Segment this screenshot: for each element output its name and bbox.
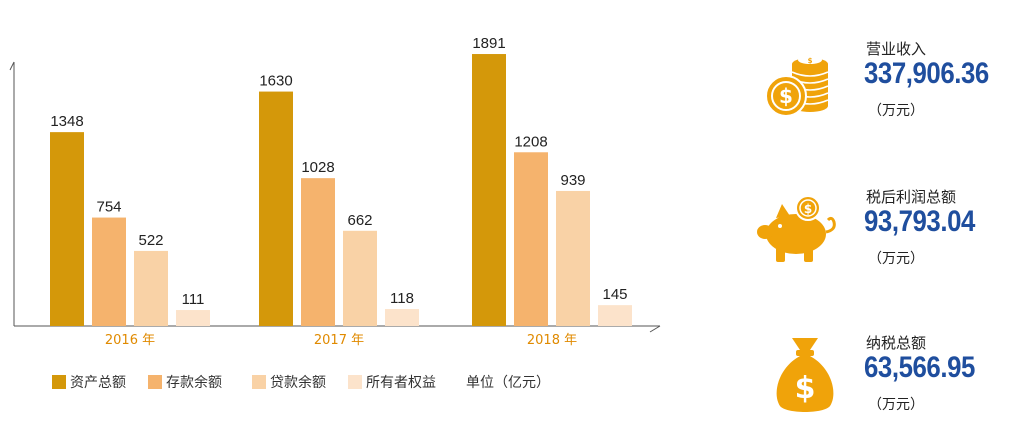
bar <box>134 250 168 326</box>
money-bag-icon: $ <box>776 338 834 412</box>
kpi-value: 63,566.95 <box>864 351 975 384</box>
data-label: 1348 <box>50 113 83 130</box>
unit-label: 单位（亿元） <box>466 375 550 391</box>
legend-label: 存款余额 <box>166 375 222 391</box>
category-label: 2017 年 <box>314 333 364 348</box>
chart-legend: 资产总额 存款余额 贷款余额 所有者权益 单位（亿元） <box>52 372 550 392</box>
kpi-value: 93,793.04 <box>864 205 975 238</box>
category-label: 2016 年 <box>105 333 155 348</box>
data-label: 1028 <box>301 159 334 176</box>
bar-chart: 1348 754 522 111 2016 年 1630 1028 662 118 2017 年 1… <box>9 35 661 348</box>
data-label: 1891 <box>472 35 505 52</box>
data-label: 522 <box>138 232 163 249</box>
coins-icon: $ $ <box>765 56 829 117</box>
bar <box>385 309 419 326</box>
bar <box>50 132 84 326</box>
legend-swatch <box>148 375 162 389</box>
data-label: 118 <box>390 290 414 307</box>
kpi-label: 纳税总额 <box>866 334 927 352</box>
kpi-unit: （万元） <box>868 397 924 413</box>
kpi-tax: $ 纳税总额 63,566.95 （万元） <box>758 332 1027 442</box>
legend-swatch <box>52 375 66 389</box>
data-label: 939 <box>560 172 585 189</box>
bar <box>472 54 506 327</box>
bar <box>259 91 293 327</box>
legend-item-deposits: 存款余额 <box>148 372 222 392</box>
kpi-profit: $ 税后利润总额 93,793.04 （万元） <box>757 186 1027 296</box>
kpi-label: 营业收入 <box>866 40 927 58</box>
bar <box>176 310 210 326</box>
svg-text:$: $ <box>808 57 813 65</box>
svg-text:$: $ <box>804 202 812 216</box>
kpi-value: 337,906.36 <box>864 57 989 90</box>
legend-swatch <box>252 375 266 389</box>
category-label: 2018 年 <box>527 333 577 348</box>
data-label: 111 <box>182 291 205 308</box>
kpi-revenue: $ $ 营业收入 337,906.36 （万元） <box>758 38 1027 148</box>
svg-text:$: $ <box>779 84 793 108</box>
data-label: 1630 <box>259 73 292 90</box>
x-axis-arrow <box>649 325 661 333</box>
data-label: 145 <box>602 286 627 303</box>
legend-label: 贷款余额 <box>270 375 326 391</box>
y-axis-arrow <box>9 61 15 71</box>
legend-label: 所有者权益 <box>366 375 436 391</box>
bar <box>301 178 335 326</box>
data-label: 1208 <box>514 133 547 150</box>
legend-item-loans: 贷款余额 <box>244 372 326 392</box>
kpi-unit: （万元） <box>868 251 924 267</box>
bar <box>598 305 632 326</box>
legend-swatch <box>348 375 362 389</box>
piggy-bank-icon: $ <box>757 195 836 262</box>
bar <box>92 217 126 326</box>
kpi-label: 税后利润总额 <box>866 188 957 206</box>
data-label: 754 <box>96 199 121 216</box>
svg-text:$: $ <box>795 371 816 406</box>
legend-label: 资产总额 <box>70 375 126 391</box>
legend-item-equity: 所有者权益 <box>348 372 436 392</box>
data-label: 662 <box>347 212 372 229</box>
legend-item-assets: 资产总额 <box>52 372 126 392</box>
bar <box>556 190 590 326</box>
bar <box>343 230 377 326</box>
kpi-unit: （万元） <box>868 103 924 119</box>
bar <box>514 152 548 326</box>
